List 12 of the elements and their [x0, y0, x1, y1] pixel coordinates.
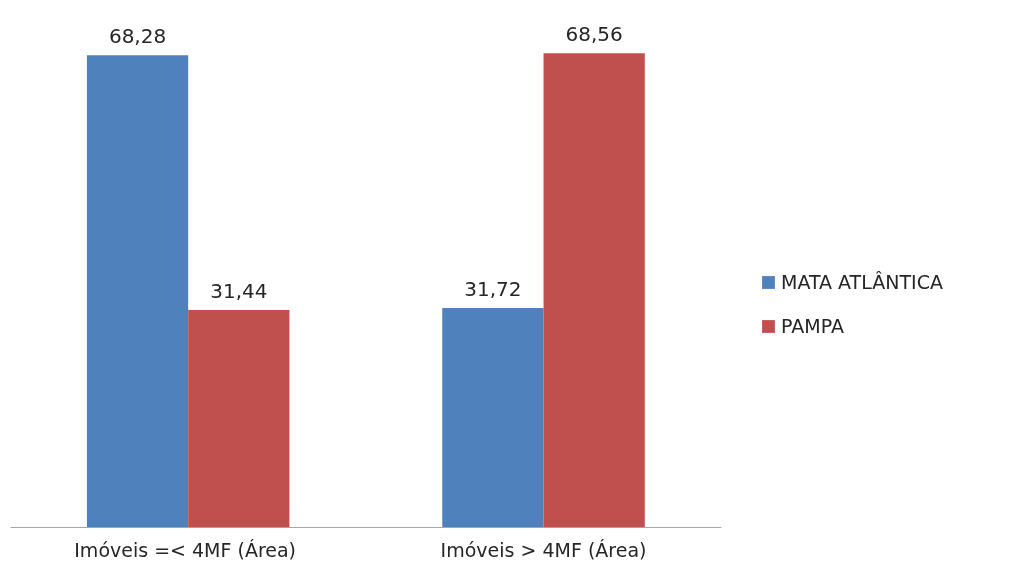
data-label: 31,44	[210, 278, 268, 303]
bar	[86, 55, 189, 528]
data-label: 31,72	[464, 277, 522, 302]
x-tick-label: Imóveis =< 4MF (Área)	[74, 538, 297, 561]
legend-label: MATA ATLÂNTICA	[781, 271, 943, 293]
legend-label: PAMPA	[781, 315, 844, 337]
bar	[543, 53, 645, 528]
x-tick-label: Imóveis > 4MF (Área)	[440, 538, 647, 561]
bar	[442, 308, 544, 528]
data-label: 68,28	[108, 24, 167, 49]
data-label: 68,56	[565, 22, 623, 47]
bar	[188, 309, 290, 528]
